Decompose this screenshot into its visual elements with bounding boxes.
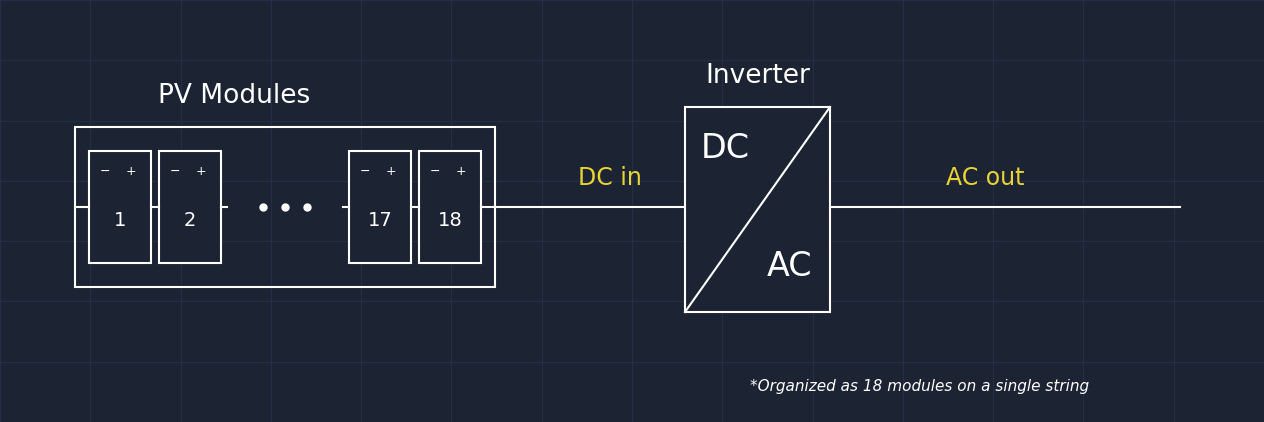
Text: −: − bbox=[430, 165, 440, 178]
Text: −: − bbox=[169, 165, 179, 178]
Text: 2: 2 bbox=[183, 211, 196, 230]
Bar bbox=[75, 127, 495, 287]
Bar bbox=[159, 151, 221, 263]
Text: +: + bbox=[126, 165, 137, 178]
Bar bbox=[349, 151, 411, 263]
Bar bbox=[685, 107, 830, 312]
Bar bbox=[88, 151, 150, 263]
Text: PV Modules: PV Modules bbox=[158, 83, 311, 109]
Text: DC in: DC in bbox=[578, 166, 642, 190]
Text: AC out: AC out bbox=[945, 166, 1024, 190]
Text: +: + bbox=[196, 165, 206, 178]
Text: *Organized as 18 modules on a single string: *Organized as 18 modules on a single str… bbox=[751, 379, 1090, 394]
Text: 17: 17 bbox=[368, 211, 392, 230]
Text: −: − bbox=[359, 165, 370, 178]
Text: +: + bbox=[386, 165, 397, 178]
Text: AC: AC bbox=[767, 250, 813, 284]
Text: −: − bbox=[100, 165, 110, 178]
Text: Inverter: Inverter bbox=[705, 63, 810, 89]
Bar bbox=[418, 151, 482, 263]
Text: +: + bbox=[456, 165, 466, 178]
Text: DC: DC bbox=[702, 132, 750, 165]
Text: 1: 1 bbox=[114, 211, 126, 230]
Text: 18: 18 bbox=[437, 211, 463, 230]
